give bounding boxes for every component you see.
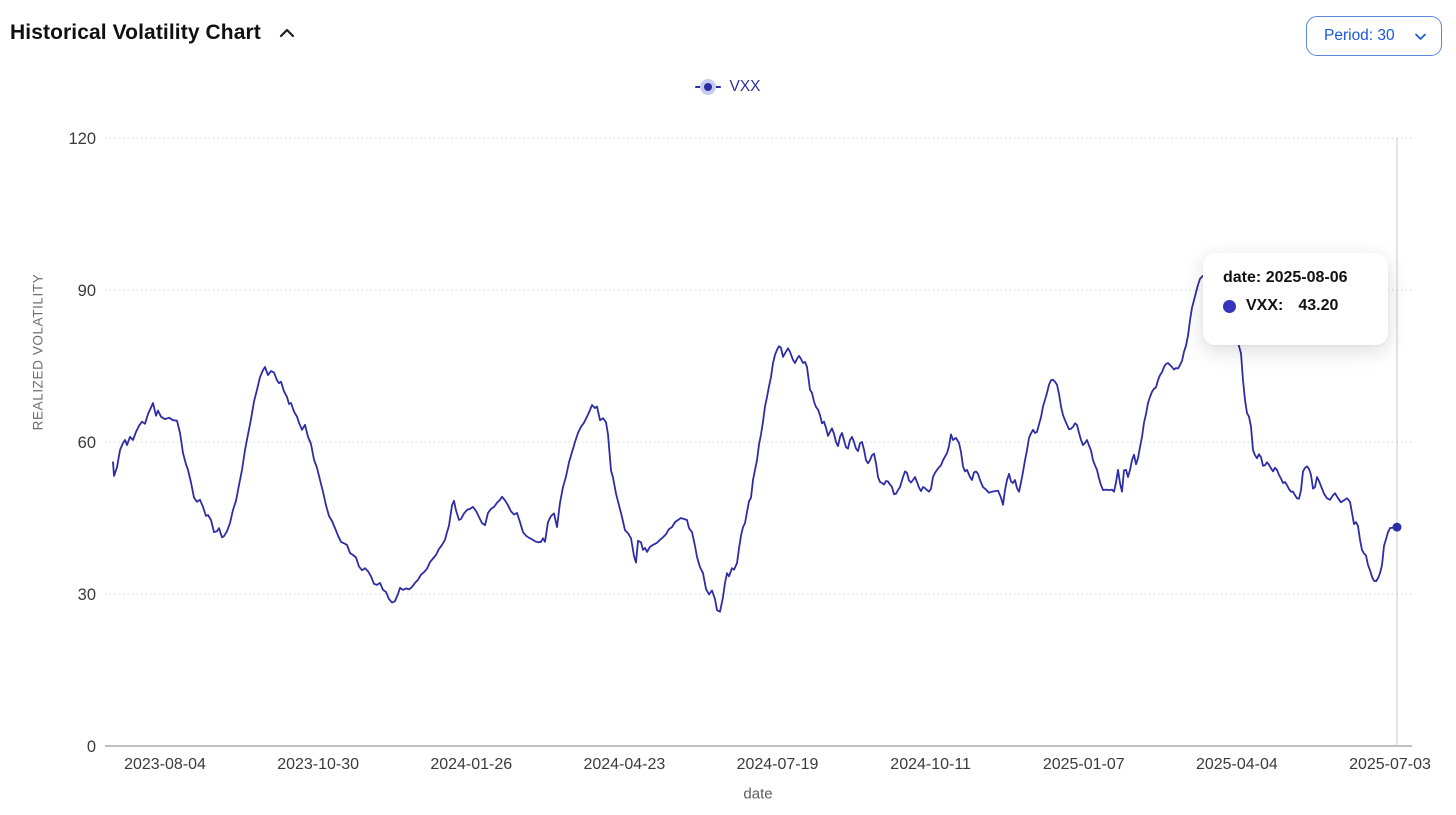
x-tick-label: 2024-01-26 <box>430 756 512 773</box>
chevron-down-icon <box>1415 33 1426 40</box>
y-tick-label: 90 <box>78 282 96 300</box>
x-tick-label: 2024-10-11 <box>890 756 971 773</box>
y-tick-label: 30 <box>78 586 96 604</box>
y-tick-label: 120 <box>68 130 96 148</box>
x-tick-label: 2025-01-07 <box>1043 756 1125 773</box>
tooltip-date-value: 2025-08-06 <box>1265 269 1348 286</box>
chevron-up-icon <box>279 28 294 38</box>
tooltip-series-row: VXX: 43.20 <box>1223 297 1388 315</box>
legend-item-vxx[interactable]: VXX <box>695 78 761 96</box>
tooltip-date-label: date: <box>1223 269 1262 286</box>
y-tick-label: 0 <box>87 738 96 756</box>
collapse-chart-button[interactable] <box>278 27 296 39</box>
header: Historical Volatility Chart <box>10 21 296 45</box>
tooltip: date: 2025-08-06 VXX: 43.20 <box>1203 253 1388 345</box>
x-tick-label: 2024-04-23 <box>583 756 665 773</box>
y-tick-label: 60 <box>78 434 96 452</box>
page-title: Historical Volatility Chart <box>10 21 261 44</box>
vxx-line <box>112 274 1398 613</box>
x-tick-label: 2023-10-30 <box>277 756 359 773</box>
x-axis-title: date <box>743 785 773 803</box>
tooltip-series-value: 43.20 <box>1298 297 1339 314</box>
tooltip-series-label: VXX: <box>1246 297 1284 314</box>
x-tick-label: 2024-07-19 <box>737 756 819 773</box>
legend: VXX <box>0 78 1456 96</box>
x-tick-label: 2023-08-04 <box>124 756 206 773</box>
series-dot-icon <box>1223 299 1236 313</box>
legend-label: VXX <box>729 78 761 95</box>
x-tick-label: 2025-07-03 <box>1349 756 1431 773</box>
period-select-label: Period: 30 <box>1324 27 1395 44</box>
period-select[interactable]: Period: 30 <box>1306 16 1442 56</box>
legend-line-marker-icon <box>695 78 722 96</box>
y-axis-title: REALIZED VOLATILITY <box>30 273 46 431</box>
tooltip-date-row: date: 2025-08-06 <box>1223 269 1388 287</box>
active-point-marker <box>1392 522 1402 532</box>
x-tick-label: 2025-04-04 <box>1196 756 1278 773</box>
